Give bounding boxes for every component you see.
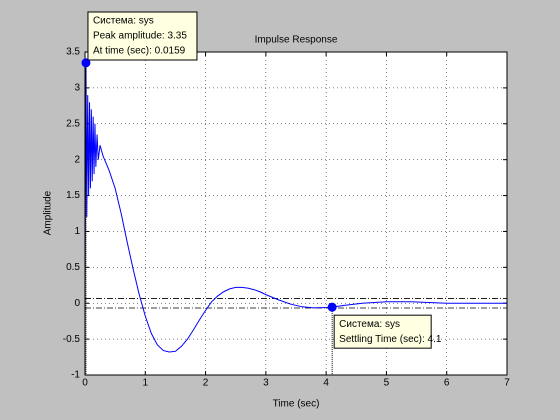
x-tick-label: 6 — [444, 378, 450, 389]
y-tick-label: 3.5 — [66, 47, 80, 58]
y-axis-label: Amplitude — [43, 190, 54, 235]
datatip-text: At time (sec): 0.0159 — [93, 46, 186, 57]
datatip-box — [333, 314, 432, 349]
chart-title: Impulse Response — [255, 35, 338, 46]
x-tick-label: 3 — [263, 378, 269, 389]
series-line — [84, 62, 507, 353]
y-tick-label: -0.5 — [63, 334, 81, 345]
x-tick-label: 5 — [384, 378, 390, 389]
datatip-text: Система: sys — [339, 319, 400, 330]
x-tick-label: 0 — [82, 378, 88, 389]
y-tick-label: 1.5 — [66, 190, 80, 201]
plot-area — [85, 52, 507, 375]
datatip-marker — [81, 58, 91, 68]
y-tick-label: 0 — [74, 298, 80, 309]
x-tick-label: 7 — [504, 378, 510, 389]
datatip-text: Система: sys — [93, 16, 154, 27]
x-axis-label: Time (sec) — [273, 399, 320, 410]
axes-box — [84, 51, 508, 376]
y-tick-label: 3 — [74, 83, 80, 94]
y-tick-label: 0.5 — [66, 262, 80, 273]
datatip-box — [87, 11, 198, 61]
datatip-text: Settling Time (sec): 4.1 — [339, 334, 442, 345]
y-tick-label: 2.5 — [66, 118, 80, 129]
y-tick-label: 2 — [74, 154, 80, 165]
datatip-marker — [327, 302, 337, 312]
x-tick-label: 2 — [203, 378, 209, 389]
y-tick-label: 1 — [74, 226, 80, 237]
y-tick-label: -1 — [71, 370, 80, 381]
x-tick-label: 1 — [143, 378, 149, 389]
x-tick-label: 4 — [323, 378, 329, 389]
datatip-text: Peak amplitude: 3.35 — [93, 31, 187, 42]
